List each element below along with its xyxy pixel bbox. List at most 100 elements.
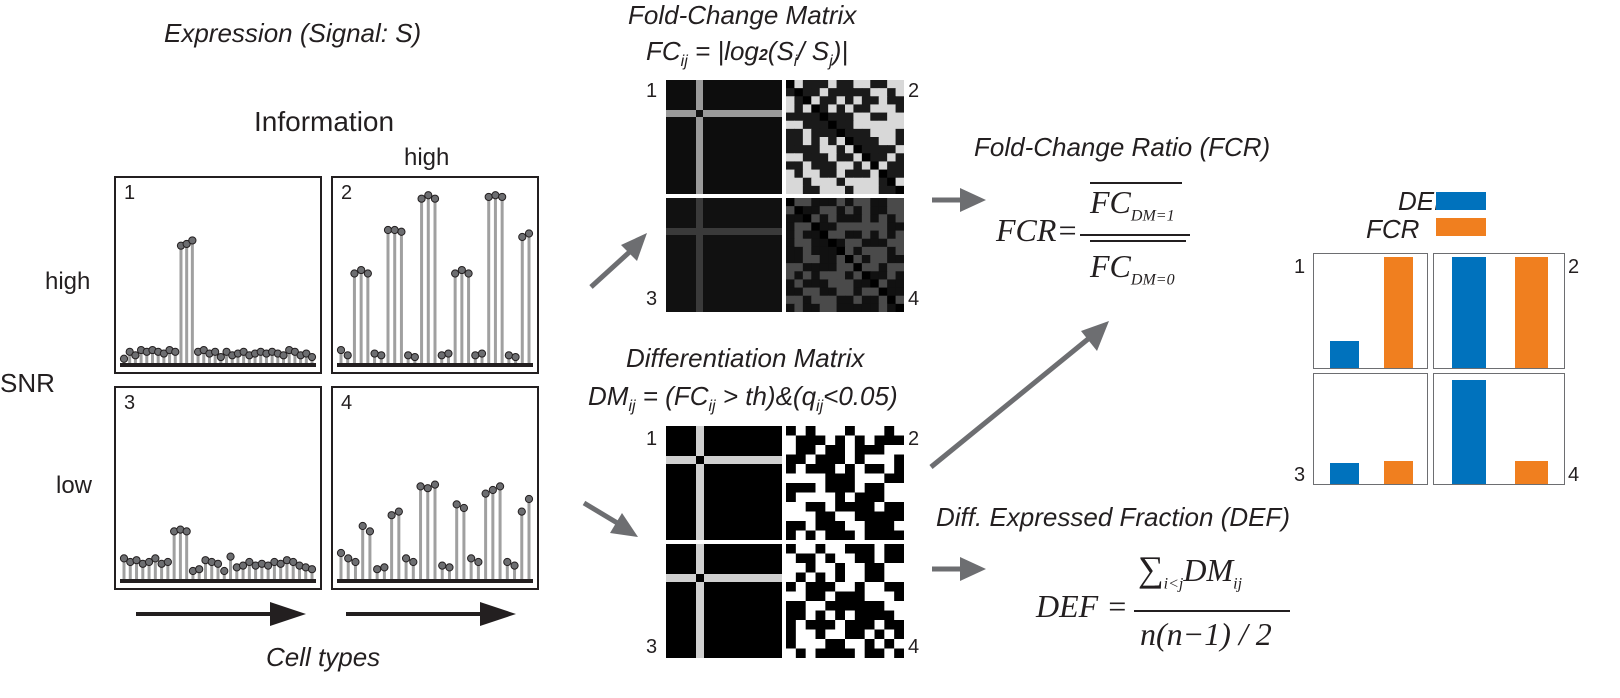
stem-marker — [417, 194, 426, 203]
stem-marker — [363, 269, 372, 278]
fc-matrix-number-4: 4 — [908, 288, 920, 310]
stem-marker — [430, 480, 440, 489]
panel-number: 2 — [341, 182, 353, 204]
expression-panel-4: 4 — [331, 386, 539, 590]
expression-panel-1: 1 — [114, 176, 322, 374]
stem-marker — [144, 557, 154, 567]
legend-fcr-swatch — [1436, 218, 1486, 236]
stem-marker — [481, 489, 490, 498]
bar-def — [1329, 462, 1360, 484]
legend-def-swatch — [1436, 192, 1486, 210]
stem-marker — [401, 554, 411, 563]
expression-panel-3: 3 — [114, 386, 322, 590]
stem-marker — [416, 482, 425, 491]
fold-change-title: Fold-Change Matrix — [628, 0, 857, 30]
fc-matrix-3 — [666, 198, 782, 312]
stem-marker — [344, 554, 353, 563]
bar-fcr — [1514, 257, 1549, 368]
legend-fcr-label: FCR — [1366, 214, 1420, 244]
bar-fcr — [1514, 460, 1549, 484]
stem-marker — [518, 232, 527, 242]
stem-marker — [357, 265, 366, 275]
diff-matrix-title: Differentiation Matrix — [626, 343, 865, 373]
stem-marker — [370, 349, 379, 358]
stem-marker — [387, 511, 396, 520]
stem-marker — [188, 236, 197, 245]
stem-marker — [226, 552, 235, 561]
stem-marker — [504, 351, 513, 360]
stem-marker — [424, 191, 433, 200]
stem-marker — [171, 347, 180, 356]
stem-marker — [471, 351, 480, 360]
stem-marker — [394, 507, 403, 516]
fcr-fraction-bar — [1080, 234, 1190, 236]
stem-marker — [451, 269, 460, 278]
stem-marker — [119, 554, 129, 563]
stem-marker — [245, 557, 254, 567]
panel-number: 3 — [124, 392, 136, 414]
stem-marker — [336, 345, 346, 355]
snr-label: SNR — [0, 368, 55, 398]
stem-marker — [409, 557, 418, 567]
fcr-numerator: FCDM=1 — [1090, 184, 1175, 225]
arrow-right-icon — [932, 188, 986, 212]
bar-chart-panel-3 — [1313, 373, 1428, 485]
cell-types-arrows — [136, 602, 516, 626]
stem-marker — [491, 191, 500, 200]
snr-high-label: high — [45, 268, 91, 295]
stem-marker — [195, 565, 204, 574]
bar-panel-number-1: 1 — [1294, 256, 1306, 278]
bar-fcr — [1384, 257, 1414, 368]
panel-number: 1 — [124, 182, 136, 204]
def-numerator: ∑i<jDMij — [1138, 549, 1243, 593]
panel-number: 4 — [341, 392, 353, 414]
stem-marker — [410, 352, 419, 362]
bar-def — [1329, 341, 1360, 368]
arrow-up-right-long-icon — [929, 321, 1109, 469]
stem-marker — [524, 229, 534, 238]
bar-def — [1452, 380, 1486, 484]
snr-low-label: low — [56, 472, 93, 499]
stem-marker — [488, 485, 497, 495]
cell-types-label: Cell types — [266, 642, 381, 672]
def-lhs: DEF = — [1036, 588, 1128, 624]
information-high-label: high — [404, 144, 450, 171]
bar-panel-number-2: 2 — [1568, 256, 1580, 278]
stem-marker — [438, 561, 447, 570]
dm-matrix-1 — [666, 426, 782, 540]
stem-plot-3 — [119, 525, 317, 583]
stem-marker — [279, 351, 288, 360]
stem-marker — [377, 351, 386, 360]
expression-title: Expression (Signal: S) — [164, 18, 422, 48]
stem-marker — [151, 554, 160, 563]
stem-marker — [437, 351, 446, 360]
stem-marker — [211, 347, 220, 356]
fcr-title: Fold-Change Ratio (FCR) — [974, 132, 1271, 162]
stem-marker — [444, 349, 453, 358]
fc-matrix-number-2: 2 — [908, 80, 920, 102]
stem-marker — [289, 557, 298, 567]
information-label: Information — [254, 106, 395, 137]
stem-marker — [464, 269, 473, 278]
bar-chart-panel-4 — [1433, 373, 1565, 485]
stem-marker — [517, 507, 526, 516]
dm-matrix-number-1: 1 — [646, 428, 658, 450]
stem-plot-2 — [336, 191, 534, 367]
stem-marker — [119, 354, 129, 363]
arrow-right-icon — [932, 557, 986, 581]
stem-marker — [503, 557, 512, 567]
stem-marker — [264, 561, 273, 570]
fcr-lhs: FCR= — [996, 212, 1079, 248]
dm-matrix-3 — [666, 544, 782, 658]
stem-marker — [467, 554, 476, 563]
stem-marker — [477, 349, 487, 358]
stem-marker — [163, 557, 172, 567]
stem-marker — [404, 351, 413, 360]
stem-marker — [182, 527, 191, 536]
stem-marker — [307, 565, 317, 574]
stem-marker — [307, 352, 317, 362]
fc-matrix-2 — [786, 80, 904, 194]
fc-matrix-number-1: 1 — [646, 80, 658, 102]
stem-marker — [524, 494, 534, 504]
stem-marker — [276, 559, 285, 568]
